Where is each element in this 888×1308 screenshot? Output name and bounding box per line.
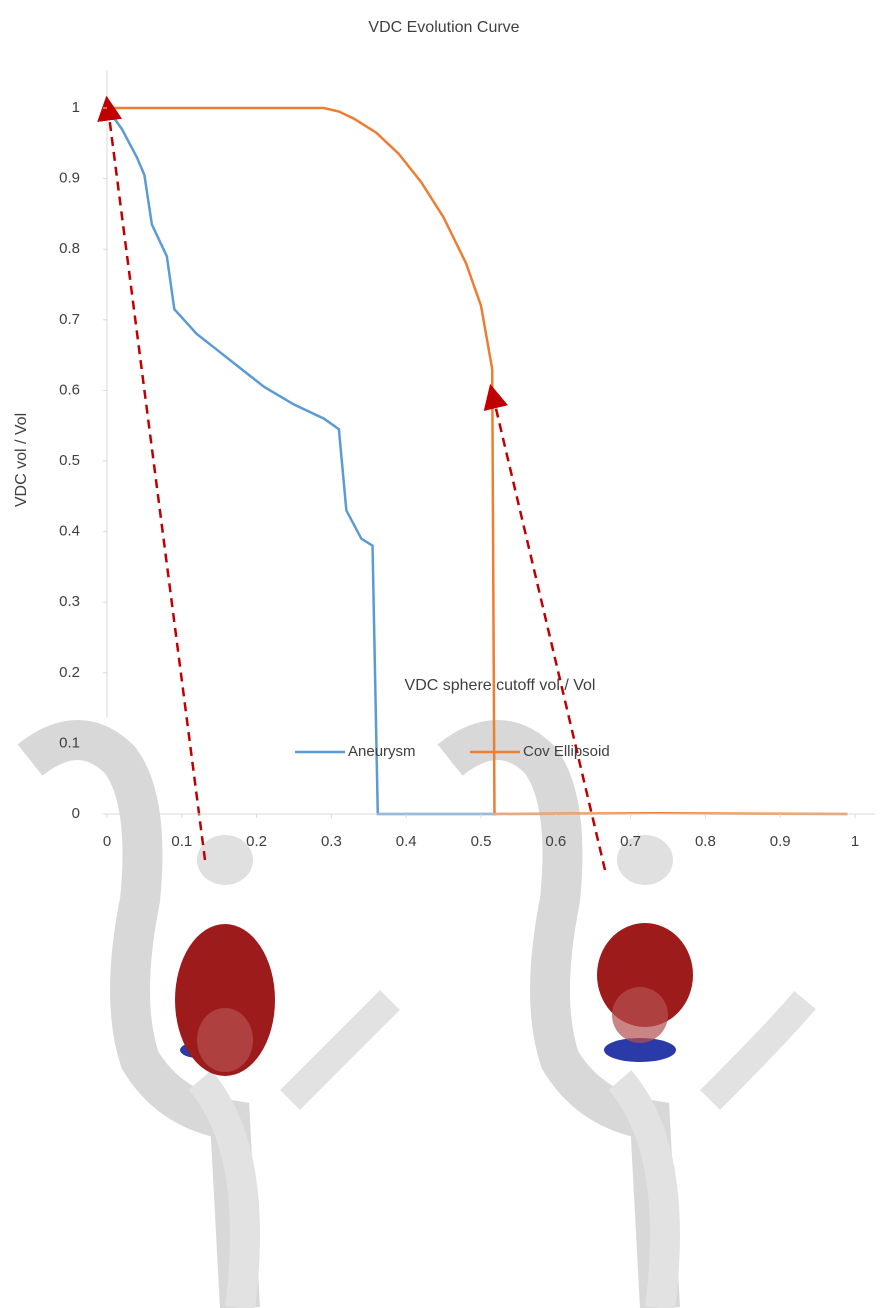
y-tick-label: 0.9 bbox=[59, 170, 80, 187]
x-tick-label: 0.1 bbox=[171, 833, 192, 850]
x-tick-label: 0.5 bbox=[471, 833, 492, 850]
y-tick-label: 0.5 bbox=[59, 452, 80, 469]
render-right bbox=[437, 718, 816, 1308]
x-tick-label: 0 bbox=[103, 833, 111, 850]
x-tick-label: 0.4 bbox=[396, 833, 417, 850]
y-tick-label: 0.6 bbox=[59, 381, 80, 398]
x-tick-label: 0.2 bbox=[246, 833, 267, 850]
y-tick-label: 0 bbox=[72, 805, 80, 822]
legend-label: Cov Ellipsoid bbox=[523, 743, 610, 760]
y-tick-label: 1 bbox=[72, 99, 80, 116]
x-tick-label: 0.6 bbox=[545, 833, 566, 850]
y-tick-label: 0.3 bbox=[59, 593, 80, 610]
chart-title: VDC Evolution Curve bbox=[368, 19, 519, 36]
y-tick-label: 0.2 bbox=[59, 664, 80, 681]
series-line bbox=[107, 106, 848, 816]
y-tick-label: 0.4 bbox=[59, 523, 80, 540]
render-left bbox=[17, 718, 400, 1308]
annotation-arrow bbox=[483, 383, 607, 871]
x-tick-label: 0.8 bbox=[695, 833, 716, 850]
x-axis-label: VDC sphere cutoff vol / Vol bbox=[405, 677, 596, 694]
y-tick-label: 0.7 bbox=[59, 311, 80, 328]
y-tick-label: 0.8 bbox=[59, 240, 80, 257]
x-tick-label: 1 bbox=[851, 833, 859, 850]
x-tick-label: 0.7 bbox=[620, 833, 641, 850]
y-tick-label: 0.1 bbox=[59, 734, 80, 751]
x-tick-label: 0.3 bbox=[321, 833, 342, 850]
x-tick-label: 0.9 bbox=[770, 833, 791, 850]
y-axis-label: VDC vol / Vol bbox=[13, 413, 30, 507]
legend-label: Aneurysm bbox=[348, 743, 416, 760]
annotation-arrow bbox=[97, 95, 207, 861]
series-line bbox=[105, 107, 496, 816]
